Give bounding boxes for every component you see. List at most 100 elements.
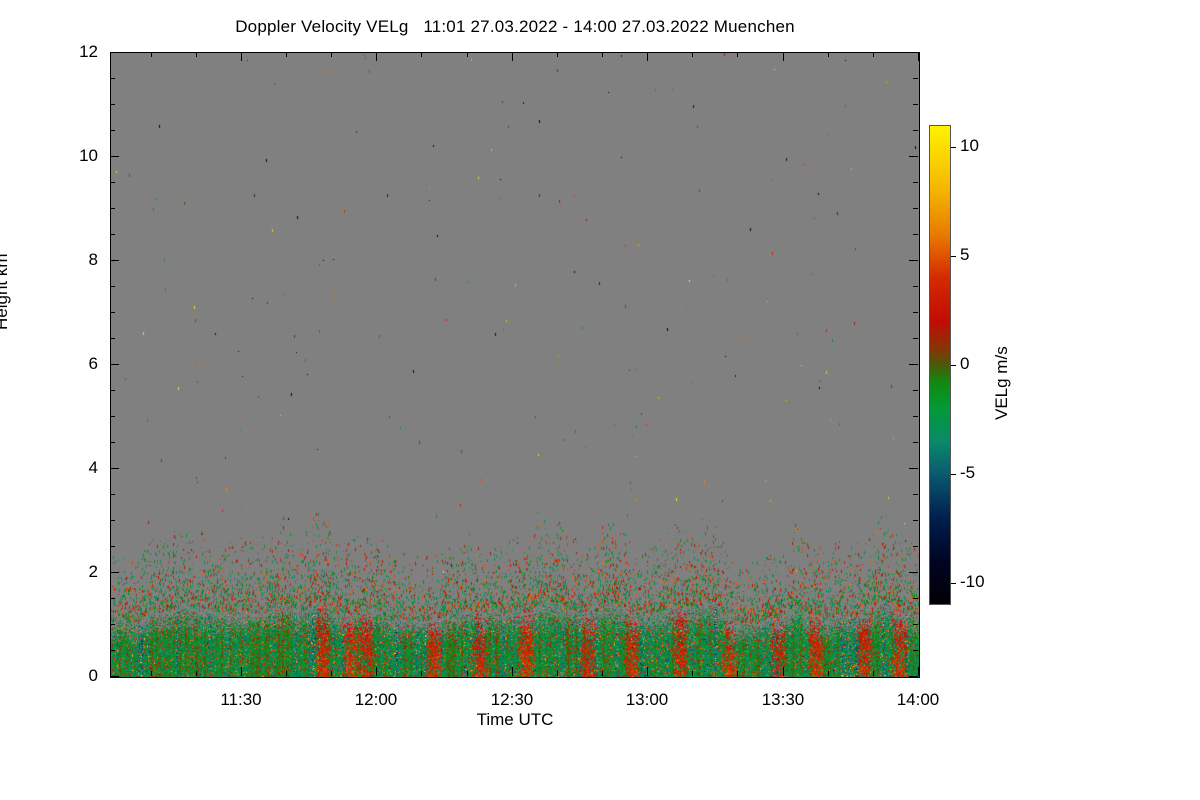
colorbar: 10 5 0 -5 -10 bbox=[929, 125, 985, 605]
y-tick-minor-right bbox=[913, 78, 918, 79]
y-tick-minor-right bbox=[913, 624, 918, 625]
y-tick-minor bbox=[110, 416, 115, 417]
colorbar-tick-label: 10 bbox=[960, 136, 979, 155]
x-tick-minor-top bbox=[737, 52, 738, 57]
y-tick-label: 2 bbox=[88, 562, 98, 581]
y-tick-label: 6 bbox=[88, 354, 98, 373]
y-tick-minor bbox=[110, 208, 115, 209]
y-tick-label: 12 bbox=[79, 42, 98, 61]
colorbar-tick bbox=[951, 365, 956, 366]
colorbar-tick bbox=[951, 474, 956, 475]
x-tick-major bbox=[241, 667, 242, 676]
x-tick-minor-top bbox=[286, 52, 287, 57]
x-tick-major bbox=[918, 667, 919, 676]
x-tick-minor bbox=[828, 671, 829, 676]
x-tick-minor bbox=[151, 671, 152, 676]
y-tick-minor-right bbox=[913, 442, 918, 443]
x-tick-minor bbox=[421, 671, 422, 676]
y-tick-label: 10 bbox=[79, 146, 98, 165]
x-tick-minor bbox=[467, 671, 468, 676]
x-tick-major-top bbox=[918, 52, 919, 61]
y-tick-label: 8 bbox=[88, 250, 98, 269]
x-tick-minor bbox=[737, 671, 738, 676]
colorbar-title: VELg m/s bbox=[992, 346, 1011, 420]
x-tick-minor-top bbox=[692, 52, 693, 57]
y-tick-minor bbox=[110, 546, 115, 547]
y-tick-major-right bbox=[909, 364, 918, 365]
x-tick-minor bbox=[286, 671, 287, 676]
y-tick-minor bbox=[110, 624, 115, 625]
x-tick-major-top bbox=[512, 52, 513, 61]
y-tick-label: 4 bbox=[88, 458, 98, 477]
colorbar-tick-label: 0 bbox=[960, 354, 970, 373]
x-tick-minor bbox=[602, 671, 603, 676]
y-tick-minor bbox=[110, 442, 115, 443]
x-tick-minor bbox=[196, 671, 197, 676]
y-tick-minor-right bbox=[913, 546, 918, 547]
plot-canvas-area bbox=[110, 52, 920, 678]
x-tick-label: 13:00 bbox=[625, 690, 669, 709]
y-tick-major bbox=[110, 156, 119, 157]
x-tick-major bbox=[512, 667, 513, 676]
y-tick-minor-right bbox=[913, 312, 918, 313]
x-tick-major-top bbox=[783, 52, 784, 61]
y-tick-label: 0 bbox=[88, 666, 98, 685]
x-tick-minor-top bbox=[557, 52, 558, 57]
y-tick-major bbox=[110, 468, 119, 469]
y-tick-minor bbox=[110, 312, 115, 313]
y-tick-minor bbox=[110, 520, 115, 521]
page-title: Doppler Velocity VELg 11:01 27.03.2022 -… bbox=[235, 17, 795, 36]
x-tick-minor-top bbox=[873, 52, 874, 57]
x-tick-minor bbox=[873, 671, 874, 676]
y-tick-major-right bbox=[909, 572, 918, 573]
colorbar-gradient bbox=[929, 125, 951, 605]
y-tick-minor-right bbox=[913, 286, 918, 287]
x-tick-minor-top bbox=[828, 52, 829, 57]
x-tick-major bbox=[647, 667, 648, 676]
x-tick-minor bbox=[331, 671, 332, 676]
x-tick-minor-top bbox=[421, 52, 422, 57]
y-tick-minor-right bbox=[913, 234, 918, 235]
x-tick-minor-top bbox=[196, 52, 197, 57]
y-tick-minor-right bbox=[913, 390, 918, 391]
colorbar-tick bbox=[951, 147, 956, 148]
x-tick-minor-top bbox=[602, 52, 603, 57]
y-tick-minor bbox=[110, 104, 115, 105]
x-tick-label: 14:00 bbox=[896, 690, 940, 709]
colorbar-tick-label: -10 bbox=[960, 572, 985, 591]
y-tick-major-right bbox=[909, 468, 918, 469]
y-tick-minor bbox=[110, 78, 115, 79]
y-tick-minor bbox=[110, 650, 115, 651]
x-tick-major-top bbox=[647, 52, 648, 61]
y-tick-minor-right bbox=[913, 104, 918, 105]
x-tick-major bbox=[783, 667, 784, 676]
y-tick-major bbox=[110, 52, 119, 53]
y-tick-minor bbox=[110, 130, 115, 131]
y-tick-minor bbox=[110, 286, 115, 287]
colorbar-tick-label: -5 bbox=[960, 463, 976, 482]
x-tick-major-top bbox=[376, 52, 377, 61]
y-tick-minor bbox=[110, 182, 115, 183]
y-tick-minor-right bbox=[913, 208, 918, 209]
y-tick-major bbox=[110, 572, 119, 573]
x-tick-minor bbox=[692, 671, 693, 676]
y-tick-minor bbox=[110, 234, 115, 235]
colorbar-tick bbox=[951, 256, 956, 257]
y-tick-major bbox=[110, 260, 119, 261]
y-axis-title: Height km bbox=[0, 253, 11, 330]
x-tick-minor-top bbox=[151, 52, 152, 57]
x-tick-minor bbox=[557, 671, 558, 676]
y-tick-minor bbox=[110, 390, 115, 391]
x-tick-minor-top bbox=[467, 52, 468, 57]
y-tick-minor bbox=[110, 598, 115, 599]
colorbar-tick-label: 5 bbox=[960, 245, 970, 264]
y-tick-major-right bbox=[909, 260, 918, 261]
y-tick-minor bbox=[110, 338, 115, 339]
y-tick-minor bbox=[110, 494, 115, 495]
y-tick-minor-right bbox=[913, 520, 918, 521]
y-tick-minor-right bbox=[913, 416, 918, 417]
y-tick-major-right bbox=[909, 156, 918, 157]
x-tick-label: 13:30 bbox=[761, 690, 805, 709]
x-tick-label: 12:30 bbox=[490, 690, 534, 709]
